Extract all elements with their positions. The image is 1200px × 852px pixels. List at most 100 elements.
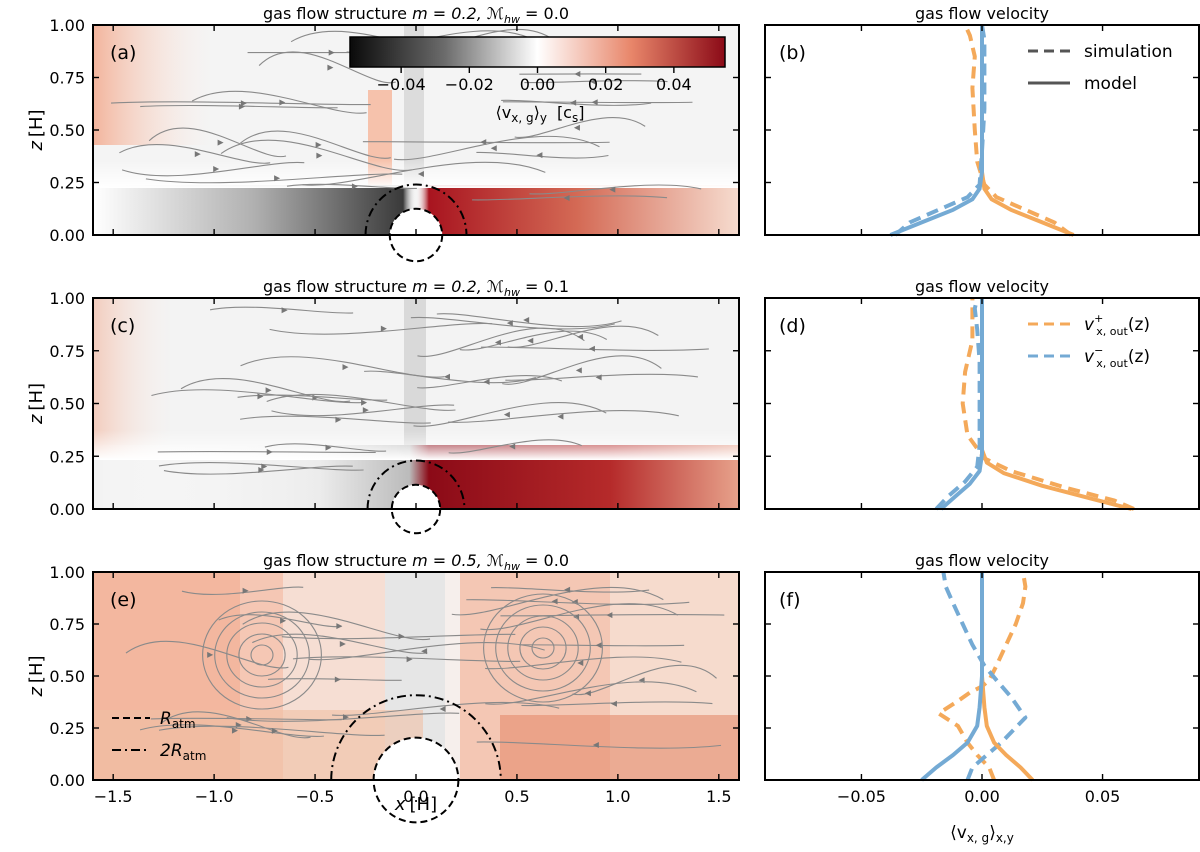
flow-title-title-mach-val: = 0.0 <box>520 4 569 23</box>
x-tick-label: 1.0 <box>605 787 630 806</box>
series-line-1 <box>943 572 1025 780</box>
velocity-panel-b: gas flow velocity (b) simulation model <box>765 4 1199 235</box>
y-tick-label: 0.50 <box>49 395 85 414</box>
y-tick-label: 1.00 <box>49 16 85 35</box>
legend-sup: − <box>1094 344 1103 357</box>
colorbar-units: [c <box>557 103 572 122</box>
flow-y-symbol: z <box>26 687 47 698</box>
y-tick-label: 0.50 <box>49 121 85 140</box>
flow-y-unit: [H] <box>26 109 47 137</box>
flow-title-title-mach-sub: hw <box>504 560 520 573</box>
velocity-x-sub2: x,y <box>996 831 1014 845</box>
series-line-1 <box>895 25 984 235</box>
y-tick-label: 0.75 <box>49 342 85 361</box>
flow-title-title-m: m = 0.2, <box>412 277 487 296</box>
flow-title-title-mach-val: = 0.1 <box>520 277 569 296</box>
x-tick-label: −0.5 <box>296 787 335 806</box>
x-tick-label: 0.05 <box>1085 787 1121 806</box>
flow-y-symbol: z <box>26 414 47 425</box>
velocity-panel-f: gas flow velocity (f) −0.05 0.00 0.05 <box>765 551 1199 806</box>
legend-label: model <box>1084 74 1137 94</box>
flow-panel-title: gas flow structure m = 0.2, ℳhw = 0.0 <box>263 4 569 26</box>
flow-panel-e <box>93 572 739 822</box>
colorbar-label-sub: x, g <box>511 111 533 125</box>
legend-tail: (z) <box>1128 315 1150 335</box>
legend-ratm-sub: atm <box>172 717 196 731</box>
flow-title-title-mach-symbol: ℳ <box>487 551 504 570</box>
velocity-panel-letter: (d) <box>779 315 806 337</box>
flow-panel-letter: (a) <box>110 42 136 64</box>
flow-y-unit: [H] <box>26 655 47 683</box>
legend-2ratm-symbol: 2R <box>160 741 183 761</box>
colorbar-tick-label: −0.04 <box>377 75 426 94</box>
velocity-panel-letter: (f) <box>779 589 801 611</box>
flow-x-symbol: x <box>394 794 406 815</box>
velocity-panel-letter: (b) <box>779 42 806 64</box>
y-tick-label: 0.50 <box>49 667 85 686</box>
legend-sub: x, out <box>1096 357 1128 370</box>
velocity-x-main: ⟨v <box>950 823 967 843</box>
colorbar-label-main: ⟨v <box>496 103 512 122</box>
flow-title-title-prefix: gas flow structure <box>263 4 412 23</box>
flow-title-title-mach-symbol: ℳ <box>487 4 504 23</box>
flow-y-axis-label: z [H] <box>26 655 47 697</box>
x-tick-label: 0.00 <box>964 787 1000 806</box>
flow-panel-letter: (c) <box>110 315 135 337</box>
velocity-x-close: ⟩ <box>989 823 996 843</box>
y-tick-label: 0.00 <box>49 226 85 245</box>
legend-sup: + <box>1094 312 1103 325</box>
flow-panel-c <box>93 298 739 533</box>
colorbar-tick-label: −0.02 <box>445 75 494 94</box>
colorbar-tick-label: 0.02 <box>588 75 624 94</box>
x-tick-label: 1.5 <box>706 787 731 806</box>
legend-sub: x, out <box>1096 325 1128 338</box>
x-tick-label: −0.05 <box>837 787 886 806</box>
flow-y-unit: [H] <box>26 383 47 411</box>
colorbar-tick-label: 0.00 <box>520 75 556 94</box>
x-tick-label: −1.5 <box>94 787 133 806</box>
legend-label: simulation <box>1084 42 1173 62</box>
velocity-x-axis-label: ⟨vx, g⟩x,y <box>950 823 1014 845</box>
colorbar-units-close: ] <box>578 103 584 122</box>
flow-y-symbol: z <box>26 141 47 152</box>
colorbar-label-sub2: y <box>540 111 547 125</box>
colorbar-tick-label: 0.04 <box>656 75 692 94</box>
flow-panel-title: gas flow structure m = 0.2, ℳhw = 0.1 <box>263 277 569 299</box>
x-tick-label: 0.5 <box>504 787 529 806</box>
y-tick-label: 1.00 <box>49 289 85 308</box>
flow-title-title-prefix: gas flow structure <box>263 277 412 296</box>
flow-title-title-m: m = 0.5, <box>412 551 487 570</box>
flow-title-title-mach-val: = 0.0 <box>520 551 569 570</box>
y-tick-label: 0.00 <box>49 500 85 519</box>
y-tick-label: 0.75 <box>49 69 85 88</box>
velocity-panel-title: gas flow velocity <box>915 4 1049 23</box>
velocity-panel-title: gas flow velocity <box>915 551 1049 570</box>
y-tick-label: 0.25 <box>49 719 85 738</box>
series-line-3 <box>890 25 982 235</box>
flow-title-title-m: m = 0.2, <box>412 4 487 23</box>
y-tick-label: 1.00 <box>49 563 85 582</box>
series-line-2 <box>982 25 1074 235</box>
legend-label: v+x, out(z) <box>1084 312 1150 338</box>
legend-tail: (z) <box>1128 347 1150 367</box>
velocity-x-sub: x, g <box>967 831 989 845</box>
y-tick-label: 0.75 <box>49 615 85 634</box>
legend-ratm-symbol: R <box>160 709 172 729</box>
flow-panel-letter: (e) <box>110 589 137 611</box>
y-tick-label: 0.00 <box>49 771 85 790</box>
flow-title-title-mach-sub: hw <box>504 286 520 299</box>
legend-2ratm-sub: atm <box>183 749 207 763</box>
flow-title-title-mach-sub: hw <box>504 13 520 26</box>
flow-panel-title: gas flow structure m = 0.5, ℳhw = 0.0 <box>263 551 569 573</box>
legend-label: v−x, out(z) <box>1084 344 1150 370</box>
flow-title-title-mach-symbol: ℳ <box>487 277 504 296</box>
flow-title-title-prefix: gas flow structure <box>263 551 412 570</box>
colorbar-gradient <box>350 37 725 67</box>
velocity-panel-title: gas flow velocity <box>915 277 1049 296</box>
flow-y-axis-label: z [H] <box>26 383 47 425</box>
flow-x-axis-label: x[H] <box>394 794 437 815</box>
velocity-panel-d: gas flow velocity (d) v+x, out(z) v−x, out(… <box>765 277 1199 509</box>
flow-y-axis-label: z [H] <box>26 109 47 151</box>
y-tick-label: 0.25 <box>49 447 85 466</box>
